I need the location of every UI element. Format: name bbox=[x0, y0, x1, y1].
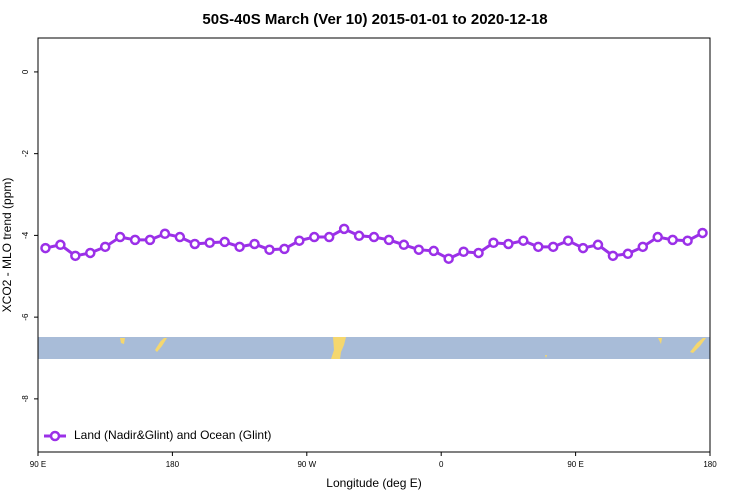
point bbox=[279, 243, 290, 255]
point bbox=[204, 237, 215, 249]
y-tick-label: -6 bbox=[21, 313, 30, 321]
point bbox=[189, 238, 201, 250]
point bbox=[398, 239, 410, 251]
x-tick-label: 0 bbox=[439, 460, 444, 469]
x-axis-label: Longitude (deg E) bbox=[326, 476, 421, 490]
point bbox=[174, 231, 186, 243]
chart-title: 50S-40S March (Ver 10) 2015-01-01 to 202… bbox=[202, 11, 547, 28]
point bbox=[458, 246, 469, 257]
point bbox=[323, 231, 335, 243]
point bbox=[40, 242, 51, 254]
point bbox=[577, 242, 589, 254]
point bbox=[338, 223, 350, 235]
y-tick-label: -2 bbox=[21, 150, 30, 158]
point bbox=[264, 244, 275, 255]
x-tick-label: 90 E bbox=[567, 460, 583, 469]
point bbox=[353, 230, 365, 242]
point bbox=[488, 237, 499, 249]
legend-label: Land (Nadir&Glint) and Ocean (Glint) bbox=[74, 428, 271, 442]
point bbox=[547, 241, 559, 253]
y-tick-label: -8 bbox=[21, 395, 30, 403]
point bbox=[697, 227, 708, 239]
point bbox=[637, 241, 649, 253]
x-tick-label: 180 bbox=[166, 460, 180, 469]
y-axis-label: XCO2 - MLO trend (ppm) bbox=[0, 178, 14, 313]
plot-frame bbox=[37, 37, 711, 453]
point bbox=[622, 248, 634, 260]
point bbox=[383, 234, 395, 246]
point bbox=[99, 241, 111, 253]
point bbox=[473, 247, 484, 259]
point bbox=[518, 235, 529, 246]
point bbox=[368, 231, 380, 243]
point bbox=[114, 231, 126, 243]
point bbox=[70, 250, 81, 262]
point bbox=[144, 234, 156, 246]
x-tick-label: 90 W bbox=[297, 460, 316, 469]
point bbox=[159, 228, 171, 240]
point bbox=[219, 236, 230, 248]
point bbox=[85, 247, 96, 259]
x-tick-label: 180 bbox=[703, 460, 717, 469]
point bbox=[652, 231, 663, 243]
x-tick-label: 90 E bbox=[30, 460, 46, 469]
point bbox=[249, 238, 260, 250]
y-tick-label: -4 bbox=[21, 231, 30, 239]
point bbox=[533, 241, 544, 253]
point bbox=[562, 235, 574, 246]
point bbox=[129, 234, 141, 246]
point bbox=[607, 250, 619, 262]
point bbox=[294, 235, 305, 246]
point bbox=[667, 234, 678, 246]
point bbox=[413, 244, 425, 255]
point bbox=[682, 235, 693, 246]
point bbox=[592, 239, 604, 251]
point bbox=[443, 253, 454, 264]
point bbox=[428, 245, 439, 257]
point bbox=[309, 231, 320, 243]
point bbox=[55, 239, 66, 251]
point bbox=[503, 238, 514, 250]
y-tick-label: 0 bbox=[21, 69, 30, 74]
map-strip bbox=[38, 337, 710, 359]
legend-marker bbox=[49, 430, 61, 442]
point bbox=[234, 241, 245, 253]
